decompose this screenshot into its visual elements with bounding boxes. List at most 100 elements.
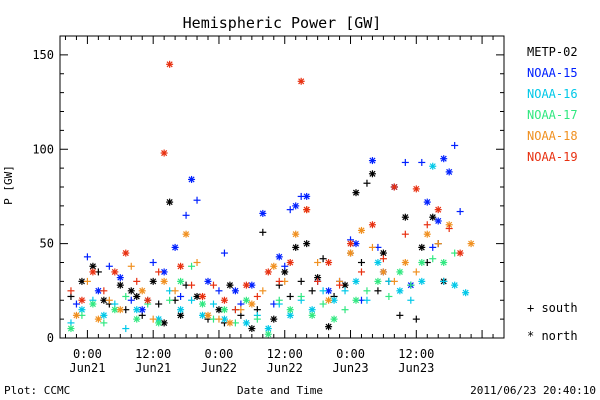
data-point (100, 319, 108, 327)
data-point (242, 281, 250, 289)
data-point (292, 243, 300, 251)
data-point (182, 230, 190, 238)
data-point (264, 330, 272, 338)
data-point (319, 287, 327, 295)
data-point (374, 287, 382, 295)
data-point (127, 262, 135, 270)
data-point (270, 262, 278, 270)
data-point (204, 311, 212, 319)
data-point (434, 217, 442, 225)
data-point (133, 277, 141, 285)
x-tick-label-date: Jun21 (135, 361, 171, 375)
data-point (275, 253, 283, 261)
x-tick-label-time: 0:00 (73, 347, 102, 361)
data-point (379, 268, 387, 276)
data-point (242, 319, 250, 327)
data-point (215, 287, 223, 295)
data-point (204, 277, 212, 285)
data-point (177, 262, 185, 270)
data-point (199, 292, 207, 300)
y-tick-label: 100 (32, 142, 54, 156)
data-point (67, 287, 75, 295)
data-point (330, 296, 338, 304)
footer-source: Plot: CCMC (4, 384, 70, 397)
data-point (281, 268, 289, 276)
data-point (401, 213, 409, 221)
data-point (193, 259, 201, 266)
x-tick-label-date: Jun22 (267, 361, 303, 375)
series-noaa-19 (67, 60, 464, 314)
data-point (116, 306, 124, 314)
y-tick-label: 150 (32, 48, 54, 62)
data-point (451, 281, 459, 289)
data-point (347, 240, 355, 248)
data-point (456, 249, 464, 257)
x-axis-label: Date and Time (237, 384, 323, 397)
data-point (155, 300, 163, 308)
data-point (396, 311, 404, 319)
data-point (155, 319, 163, 327)
data-point (78, 306, 86, 314)
data-point (363, 179, 371, 187)
data-point (401, 158, 409, 166)
data-point (177, 292, 185, 300)
data-point (166, 198, 174, 206)
series-noaa-15 (72, 141, 464, 314)
data-point (259, 287, 267, 295)
data-point (423, 230, 431, 238)
data-point (341, 287, 349, 295)
data-point (100, 311, 108, 319)
data-point (144, 296, 152, 304)
data-point (429, 243, 437, 251)
data-point (303, 192, 311, 200)
data-point (100, 287, 108, 295)
data-point (286, 292, 294, 300)
series-noaa-16 (67, 162, 470, 333)
chart-title: Hemispheric Power [GW] (183, 14, 382, 32)
legend-item: NOAA-17 (527, 108, 578, 122)
data-point (412, 315, 420, 323)
data-point (308, 311, 316, 319)
data-point (286, 306, 294, 314)
data-point (166, 296, 174, 304)
data-point (199, 311, 207, 319)
data-point (209, 300, 217, 308)
data-point (401, 230, 409, 238)
data-point (127, 287, 135, 295)
data-point (72, 311, 80, 319)
data-point (259, 228, 267, 236)
data-point (352, 296, 360, 304)
data-point (177, 277, 185, 285)
data-point (368, 243, 376, 251)
data-point (467, 240, 475, 248)
data-point (292, 230, 300, 238)
data-point (423, 198, 431, 206)
x-tick-label-date: Jun22 (201, 361, 237, 375)
data-point (78, 296, 86, 304)
data-point (379, 255, 387, 263)
data-point (133, 306, 141, 314)
legend-item: METP-02 (527, 45, 578, 59)
data-point (155, 268, 163, 276)
data-point (72, 300, 80, 308)
legend-item: NOAA-16 (527, 87, 578, 101)
x-tick-label-date: Jun21 (69, 361, 105, 375)
data-point (308, 306, 316, 314)
data-point (215, 315, 223, 323)
data-point (226, 319, 234, 327)
y-tick-label: 50 (40, 237, 54, 251)
data-point (116, 274, 124, 282)
legend: METP-02 NOAA-15 NOAA-16 NOAA-17 NOAA-18 NOAA-… (527, 45, 578, 164)
data-point (160, 149, 168, 157)
data-point (325, 259, 333, 266)
data-point (188, 296, 196, 304)
data-point (418, 243, 426, 251)
data-point (374, 277, 382, 285)
data-point (160, 277, 168, 285)
marker-legend: + south * north (527, 301, 578, 343)
data-point (215, 306, 223, 314)
data-point (133, 315, 141, 323)
data-point (368, 157, 376, 165)
data-point (314, 277, 322, 285)
